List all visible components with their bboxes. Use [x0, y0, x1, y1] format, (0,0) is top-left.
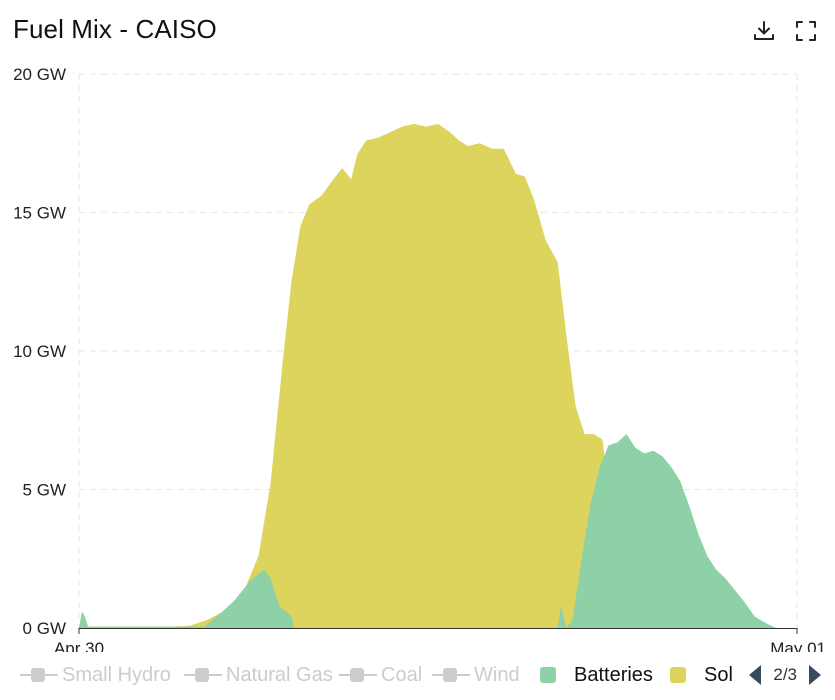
area-series-batteries — [79, 434, 777, 628]
legend-item-label: Sol — [704, 663, 733, 686]
y-tick-label: 0 GW — [23, 619, 66, 638]
legend-swatch — [184, 666, 222, 684]
legend-item-wind[interactable]: Wind — [432, 652, 520, 698]
legend-item-batteries[interactable]: Batteries — [538, 652, 653, 698]
legend-swatch — [339, 666, 377, 684]
legend-next-arrow-icon[interactable] — [809, 665, 821, 685]
fuel-mix-chart: 0 GW 5 GW 10 GW 15 GW 20 GW Apr 30 May 01 — [13, 65, 826, 652]
chart-title: Fuel Mix - CAISO — [13, 14, 217, 44]
legend-item-coal[interactable]: Coal — [339, 652, 422, 698]
y-tick-label: 5 GW — [23, 481, 66, 500]
legend-swatch — [670, 667, 686, 683]
legend-item-label: Wind — [474, 663, 520, 686]
legend-item-label: Batteries — [574, 663, 653, 686]
y-tick-label: 15 GW — [13, 204, 66, 223]
legend-item-label: Natural Gas — [226, 663, 333, 686]
legend-item-label: Coal — [381, 663, 423, 686]
legend-pager: 2/3 — [735, 652, 835, 698]
download-button[interactable] — [751, 18, 777, 44]
legend-prev-arrow-icon[interactable] — [749, 665, 762, 685]
y-tick-label: 20 GW — [13, 65, 66, 84]
legend-item-small-hydro[interactable]: Small Hydro — [20, 652, 171, 698]
x-tick-label: Apr 30 — [54, 639, 104, 652]
download-icon — [754, 21, 774, 40]
x-tick-label: May 01 — [770, 639, 826, 652]
legend-page-count: 2/3 — [773, 665, 797, 684]
area-series-sol — [79, 123, 663, 629]
legend-item-label: Small Hydro — [62, 663, 171, 686]
fullscreen-icon — [796, 21, 816, 41]
fullscreen-button[interactable] — [793, 18, 819, 44]
legend-item-sol[interactable]: Sol — [668, 652, 733, 698]
legend-swatch — [432, 666, 470, 684]
legend-item-natural-gas[interactable]: Natural Gas — [184, 652, 333, 698]
chart-legend: Small Hydro Natural Gas Coal Wind Batteries S… — [0, 652, 835, 698]
y-tick-label: 10 GW — [13, 342, 66, 361]
legend-swatch — [540, 667, 556, 683]
legend-swatch — [20, 666, 58, 684]
